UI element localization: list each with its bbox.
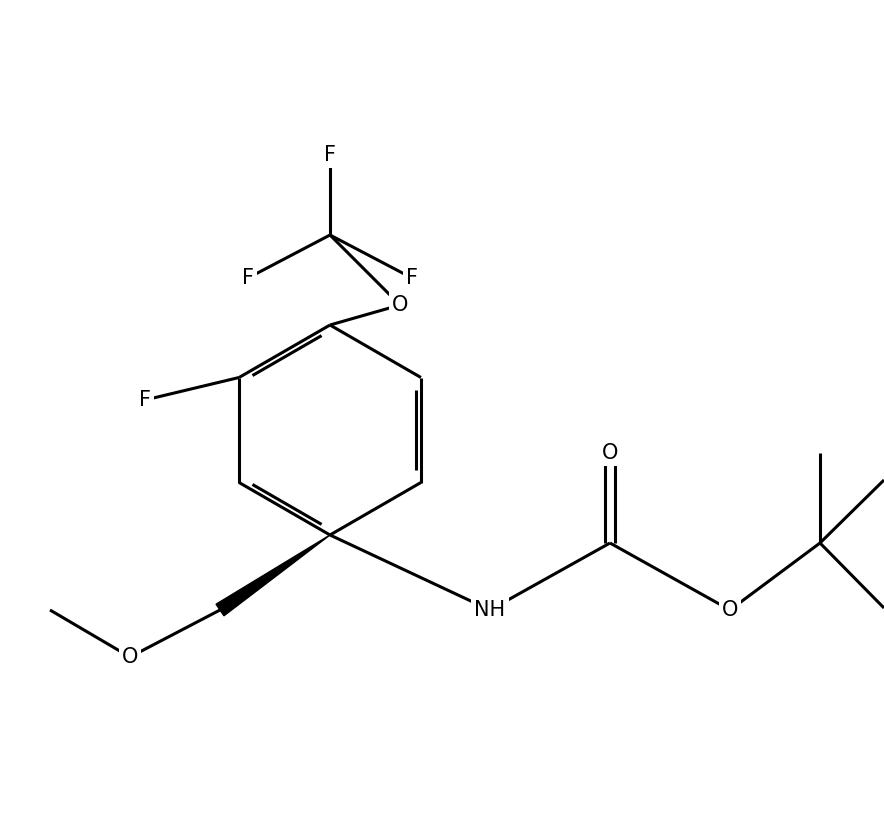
Text: F: F bbox=[242, 268, 254, 288]
Text: NH: NH bbox=[475, 600, 506, 620]
Text: O: O bbox=[722, 600, 738, 620]
Polygon shape bbox=[216, 535, 330, 616]
Text: O: O bbox=[122, 647, 138, 667]
Text: F: F bbox=[139, 390, 151, 410]
Text: F: F bbox=[406, 268, 418, 288]
Text: O: O bbox=[602, 443, 618, 463]
Text: O: O bbox=[392, 295, 408, 315]
Text: F: F bbox=[324, 145, 336, 165]
